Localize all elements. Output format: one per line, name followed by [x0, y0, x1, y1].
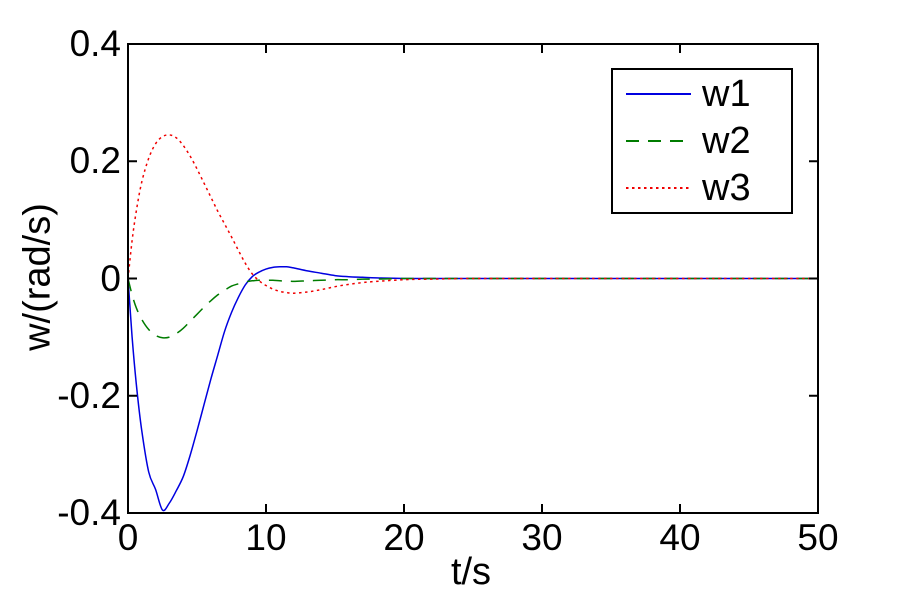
legend-label-w3: w3 [702, 167, 751, 209]
series-line-w3 [128, 134, 818, 294]
series-line-w2 [128, 277, 818, 339]
x-axis-label: t/s [450, 551, 492, 593]
x-tick-label: 20 [383, 517, 425, 558]
legend-line-sample-w3 [626, 187, 691, 189]
legend-entry-w2: w2 [613, 118, 791, 164]
y-tick-label: -0.4 [57, 492, 121, 533]
x-tick-label: 30 [521, 517, 563, 558]
x-tick-label: 50 [797, 517, 839, 558]
y-tick-label: 0.2 [69, 140, 121, 182]
legend-label-w2: w2 [702, 120, 751, 162]
legend-label-w1: w1 [702, 73, 751, 115]
legend-entry-w3: w3 [613, 165, 791, 211]
legend-entry-w1: w1 [613, 71, 791, 117]
y-tick-label: 0 [100, 257, 121, 299]
y-tick-label: 0.4 [69, 23, 121, 64]
y-tick-label: -0.2 [57, 374, 121, 416]
x-tick-label: 10 [245, 517, 287, 558]
legend-line-sample-w1 [626, 93, 691, 95]
x-tick-label: 0 [117, 517, 139, 558]
legend-line-sample-w2 [626, 140, 691, 142]
legend: w1 w2 w3 [611, 68, 793, 214]
series-line-w1 [128, 265, 818, 512]
series-lines [128, 134, 818, 512]
axis-ticks [127, 43, 819, 514]
x-tick-label: 40 [659, 517, 701, 558]
